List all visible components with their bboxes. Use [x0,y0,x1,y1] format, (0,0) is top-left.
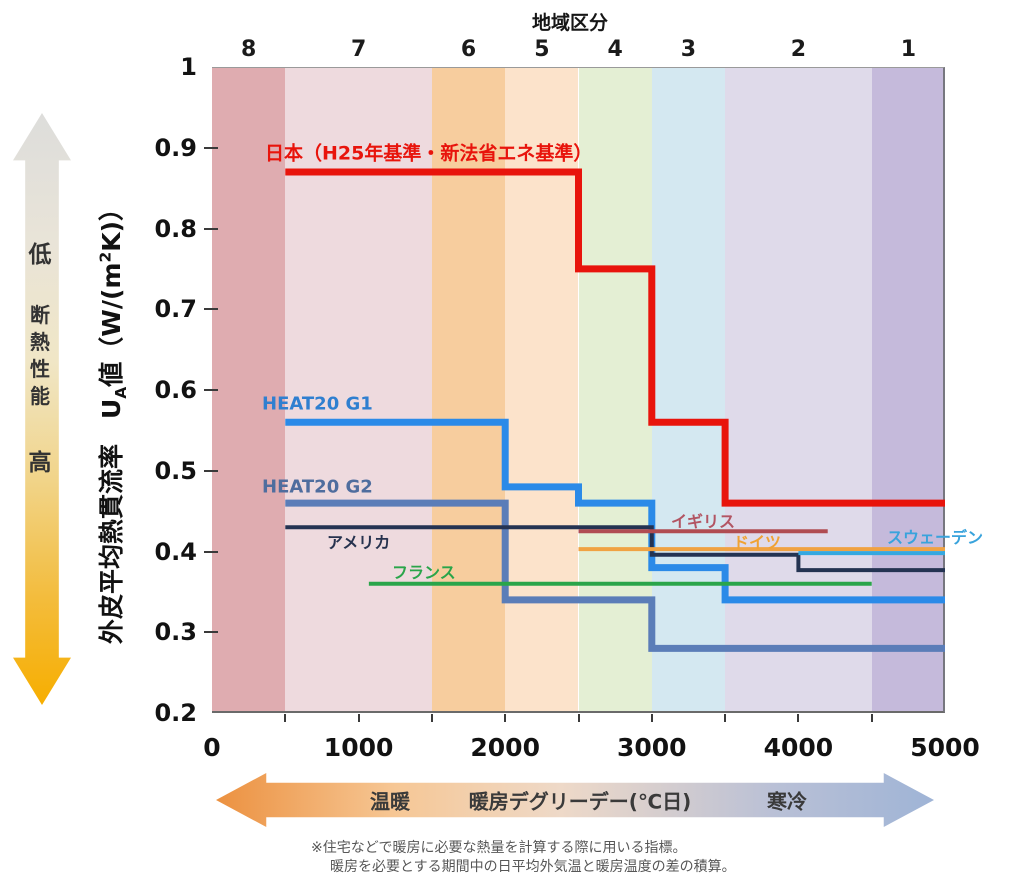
insulation-low-label: 低 [28,242,52,268]
footnote-line-1: ※住宅などで暖房に必要な熱量を計算する際に用いる指標。 [311,840,687,856]
series-label-2: HEAT20 G2 [262,476,373,498]
y-axis-title-text: 外皮平均熱貫流率 [97,419,126,645]
series-label-3: アメリカ [327,533,391,552]
series-line-heat20_g1 [285,418,945,604]
series-label-6: ドイツ [733,533,782,552]
y-tick-label-0.8: 0.8 [154,214,197,243]
y-axis-title: 外皮平均熱貫流率 UA値（W/(m2K)） [92,196,130,644]
x-tick-mark [357,714,360,722]
y-tick-label-0.9: 0.9 [154,133,197,162]
y-tick-label-1: 1 [180,53,197,81]
y-tick-mark [204,469,218,472]
x-tick-label-1000: 1000 [323,733,394,762]
top-axis-title: 地域区分 [531,12,609,34]
cold-label: 寒冷 [767,789,807,814]
region-number-4: 4 [607,37,623,62]
x-tick-label-0: 0 [203,733,221,762]
y-axis-title-superscript: 2 [96,251,115,263]
x-tick-mark [870,714,873,722]
series-label-1: HEAT20 G1 [262,393,373,415]
x-tick-label-2000: 2000 [470,733,540,762]
region-band-3 [651,67,726,713]
region-band-2 [725,67,872,713]
region-number-7: 7 [350,37,367,62]
x-tick-label-5000: 5000 [910,733,980,762]
y-tick-mark [204,227,218,230]
series-label-5: イギリス [671,512,736,531]
y-tick-mark [204,631,218,634]
x-tick-mark [430,714,433,722]
x-axis-title: 暖房デグリーデー(℃日) [468,789,692,814]
series-label-4: フランス [392,563,456,582]
series-line-japan_h25 [285,168,945,507]
warm-label: 温暖 [370,789,410,814]
region-number-3: 3 [680,37,697,62]
y-tick-label-0.7: 0.7 [154,295,197,324]
region-number-1: 1 [900,37,916,62]
x-tick-label-4000: 4000 [763,733,834,762]
region-band-1 [871,67,945,713]
x-tick-label-3000: 3000 [617,733,687,762]
x-tick-mark [724,714,727,722]
region-number-6: 6 [460,37,477,62]
footnote-line-2: 暖房を必要とする期間中の日平均外気温と暖房温度の差の積算。 [330,859,736,875]
insulation-high-label: 高 [28,450,52,476]
x-tick-mark [284,714,287,722]
series-label-0: 日本（H25年基準・新法省エネ基準） [265,142,593,165]
y-tick-label-0.2: 0.2 [154,699,197,727]
region-number-8: 8 [240,37,257,62]
x-tick-mark [650,714,653,722]
y-tick-label-0.6: 0.6 [154,376,197,404]
region-number-5: 5 [534,37,550,62]
insulation-axis-label: 断 熱 性 能 [30,303,50,408]
region-number-2: 2 [790,37,807,62]
y-tick-label-0.4: 0.4 [154,537,197,566]
series-line-heat20_g2 [285,499,945,652]
series-label-7: スウェーデン [887,528,984,547]
y-tick-mark [204,550,218,553]
y-tick-label-0.3: 0.3 [154,618,197,647]
y-tick-label-0.5: 0.5 [154,456,197,485]
y-axis-title-unit: 値（W/(m [97,262,126,387]
y-tick-mark [204,389,218,391]
x-tick-mark [504,714,507,722]
x-tick-mark [577,714,580,722]
y-tick-mark [204,146,218,149]
x-tick-mark [797,714,800,722]
y-tick-mark [204,308,218,311]
